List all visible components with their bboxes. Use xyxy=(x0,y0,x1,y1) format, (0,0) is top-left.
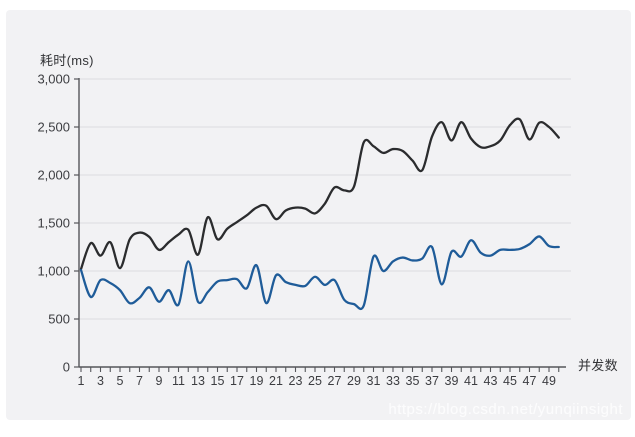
y-axis-title: 耗时(ms) xyxy=(40,53,94,68)
chart-panel: 耗时(ms) 0 500 1,000 1,500 2,000 2,500 3,000 1 3 5 7… xyxy=(6,10,631,420)
y-tick-label: 1,000 xyxy=(37,264,70,279)
x-tick-label: 15 xyxy=(211,374,225,388)
x-tick-label: 27 xyxy=(328,374,342,388)
y-tick-label: 500 xyxy=(48,312,70,327)
x-tick-label: 19 xyxy=(250,374,264,388)
x-tick-label: 49 xyxy=(542,374,556,388)
x-tick-label: 45 xyxy=(503,374,517,388)
x-tick-label: 41 xyxy=(464,374,478,388)
x-tick-label: 1 xyxy=(78,374,85,388)
x-tick-label: 23 xyxy=(289,374,303,388)
x-tick-label: 7 xyxy=(136,374,143,388)
x-tick-label: 37 xyxy=(425,374,439,388)
x-tick-label: 43 xyxy=(484,374,498,388)
x-tick-label: 3 xyxy=(97,374,104,388)
x-tick-label: 5 xyxy=(117,374,124,388)
x-tick-label: 9 xyxy=(156,374,163,388)
x-tick-label: 17 xyxy=(230,374,244,388)
x-tick-label: 11 xyxy=(172,374,185,388)
watermark: https://blog.csdn.net/yunqiinsight xyxy=(388,401,623,418)
x-tick-label: 35 xyxy=(406,374,420,388)
y-tick-label: 1,500 xyxy=(37,216,70,231)
y-tick-label: 2,500 xyxy=(37,120,70,135)
y-tick-label: 3,000 xyxy=(37,72,70,87)
x-tick-label: 25 xyxy=(308,374,322,388)
series-blue-line xyxy=(79,235,560,310)
x-tick-label: 39 xyxy=(445,374,459,388)
x-tick-label: 21 xyxy=(269,374,283,388)
x-tick-label: 31 xyxy=(367,374,381,388)
x-tick-label: 29 xyxy=(347,374,361,388)
x-tick-label: 33 xyxy=(386,374,400,388)
x-tick-label: 47 xyxy=(523,374,537,388)
series-dark-line xyxy=(79,117,560,271)
x-axis-title: 并发数 xyxy=(578,358,618,373)
y-tick-label: 2,000 xyxy=(37,168,70,183)
x-tick-label: 13 xyxy=(191,374,205,388)
y-tick-label: 0 xyxy=(63,360,70,375)
